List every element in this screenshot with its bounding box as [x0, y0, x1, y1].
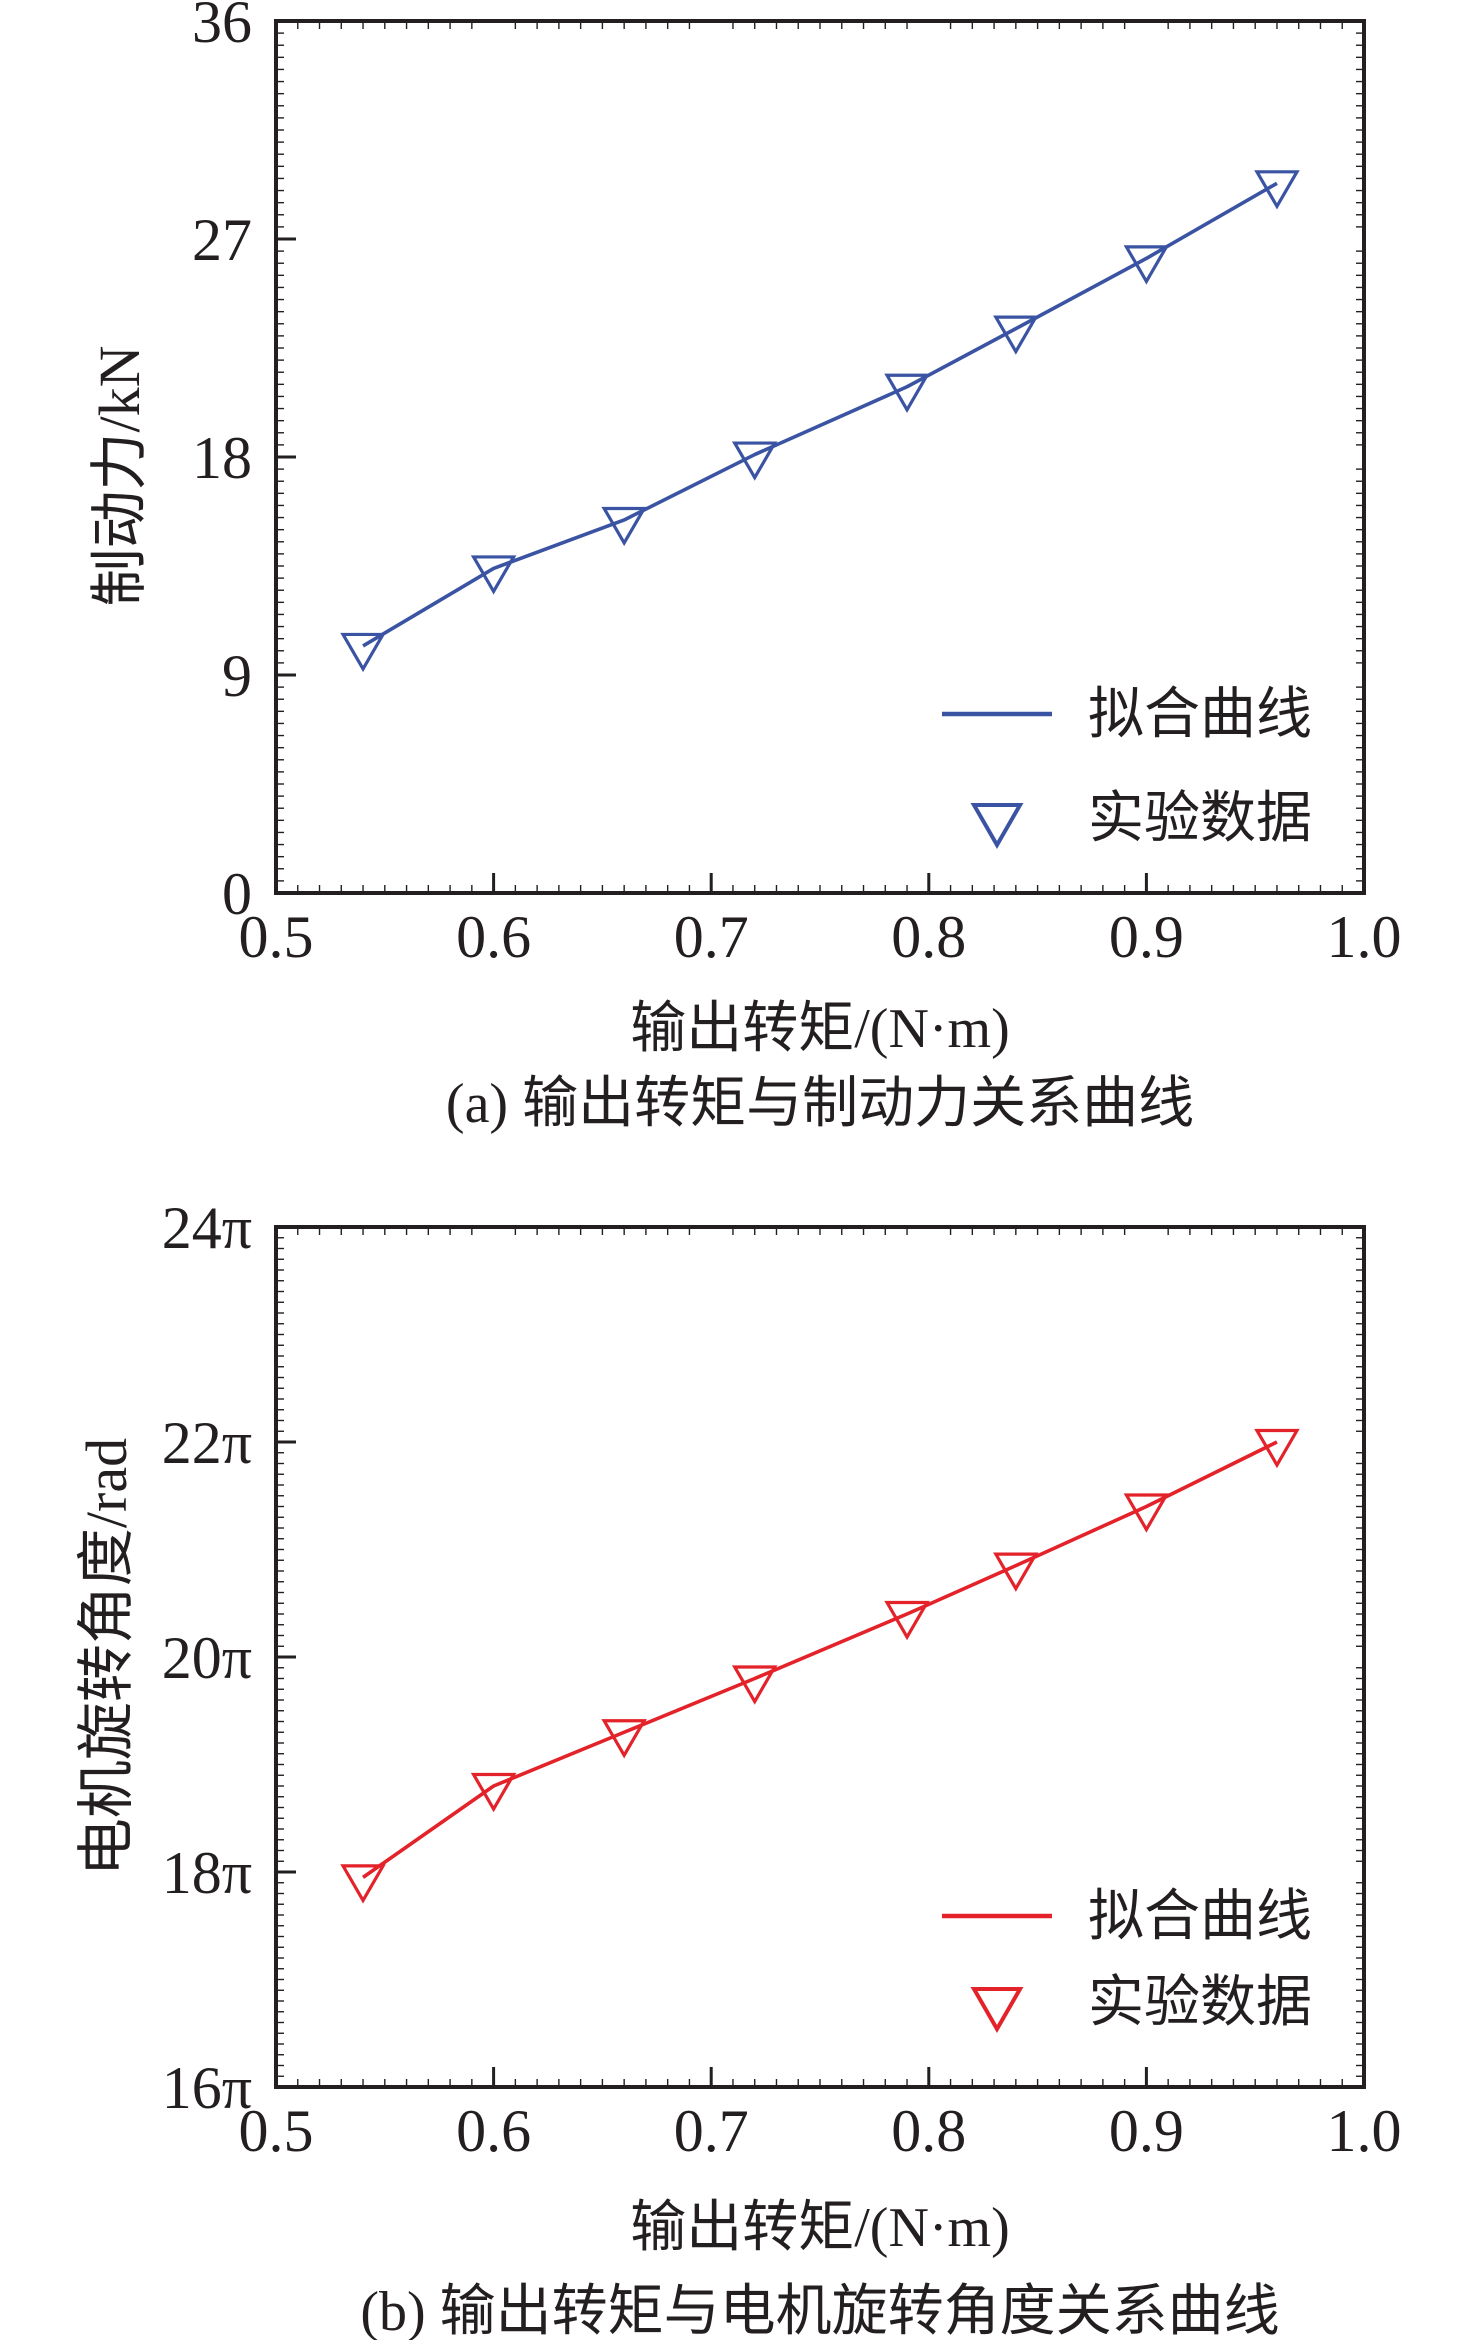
- chart-b-plot: 0.5 0.6 0.7 0.8 0.9 1.0 16π 18π 20π 22π 24π 拟合曲线实验数…: [162, 1195, 1402, 2164]
- x-tick-label: 0.8: [891, 2098, 966, 2164]
- data-point-marker: [884, 1600, 930, 1641]
- x-tick-label: 0.7: [674, 2098, 749, 2164]
- data-point-marker: [993, 1552, 1039, 1592]
- x-tick-label: 0.6: [456, 904, 531, 970]
- x-tick-label: 0.5: [239, 904, 314, 970]
- data-point-marker: [993, 315, 1039, 355]
- y-tick-label: 9: [222, 643, 252, 709]
- plot-frame: [274, 19, 1366, 895]
- data-point-marker: [1123, 245, 1170, 285]
- chart-a-caption: (a) 输出转矩与制动力关系曲线: [445, 1073, 1195, 1135]
- y-tick-label: 36: [192, 0, 252, 55]
- data-point-marker: [470, 555, 517, 595]
- data-point-marker: [1254, 170, 1300, 210]
- y-tick-label: 24π: [162, 1195, 252, 1261]
- legend-label: 拟合曲线: [1088, 1886, 1312, 1948]
- legend-label: 实验数据: [1088, 1972, 1312, 2034]
- x-tick-label: 0.9: [1109, 2098, 1184, 2164]
- y-tick-label: 16π: [162, 2055, 252, 2121]
- legend-label: 实验数据: [1088, 788, 1312, 850]
- y-tick-label: 0: [222, 861, 252, 927]
- chart-b-x-axis-title: 输出转矩/(N·m): [630, 2197, 1010, 2259]
- data-point-marker: [470, 1772, 517, 1813]
- chart-a-y-axis-title: 制动力/kN: [87, 345, 152, 607]
- data-point-marker: [884, 373, 930, 413]
- x-tick-label: 0.6: [456, 2098, 531, 2164]
- x-tick-label: 0.9: [1109, 904, 1184, 970]
- data-point-marker: [601, 506, 647, 547]
- legend-marker-swatch: [970, 803, 1024, 850]
- x-tick-label: 1.0: [1327, 904, 1402, 970]
- y-tick-label: 27: [192, 207, 252, 273]
- chart-b-y-axis-title: 电机旋转角度/rad: [74, 1437, 139, 1877]
- y-tick-label: 22π: [162, 1410, 252, 1476]
- x-tick-label: 0.7: [674, 904, 749, 970]
- data-point-marker: [601, 1719, 647, 1759]
- legend-label: 拟合曲线: [1088, 684, 1312, 746]
- plot-frame: [274, 1225, 1366, 2089]
- x-tick-label: 0.5: [239, 2098, 314, 2164]
- data-point-marker: [731, 441, 778, 481]
- y-tick-label: 18π: [162, 1840, 252, 1906]
- data-point-marker: [340, 1864, 386, 1904]
- legend-marker-swatch: [970, 1987, 1024, 2034]
- data-point-marker: [1123, 1493, 1170, 1533]
- chart-b-caption: (b) 输出转矩与电机旋转角度关系曲线: [360, 2281, 1280, 2340]
- data-point-marker: [340, 632, 386, 673]
- fitted-curve: [362, 1440, 1278, 1879]
- data-point-marker: [731, 1665, 778, 1705]
- chart-a-x-axis-title: 输出转矩/(N·m): [630, 998, 1010, 1060]
- x-tick-label: 1.0: [1327, 2098, 1402, 2164]
- y-tick-label: 18: [192, 425, 252, 491]
- y-tick-label: 20π: [162, 1625, 252, 1691]
- fitted-curve: [362, 181, 1278, 648]
- data-point-marker: [1254, 1428, 1300, 1469]
- x-tick-label: 0.8: [891, 904, 966, 970]
